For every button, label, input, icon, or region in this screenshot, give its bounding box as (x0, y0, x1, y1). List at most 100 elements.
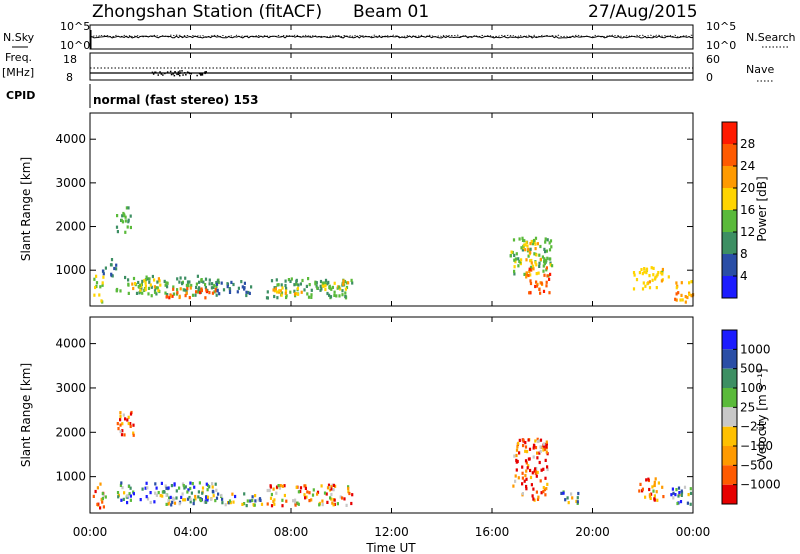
velocity-cell (121, 429, 124, 433)
power-cell (657, 271, 660, 275)
power-cell (527, 254, 530, 258)
power-cell (279, 289, 282, 293)
power-cell (110, 272, 113, 276)
power-cell (539, 257, 542, 261)
power-cell (331, 285, 334, 289)
power-cell (640, 268, 643, 272)
velocity-cell (122, 497, 125, 501)
power-cell (280, 293, 283, 297)
power-cell (215, 285, 218, 289)
velocity-cell (535, 470, 538, 474)
power-cell (208, 282, 211, 286)
cpid-label: CPID (6, 89, 35, 102)
velocity-cell (281, 504, 284, 508)
power-cell (109, 263, 113, 267)
power-cell (517, 264, 520, 268)
power-cell (226, 282, 229, 286)
power-cell (293, 283, 296, 287)
velocity-cell (674, 493, 677, 497)
power-ylabel: Slant Range [km] (19, 157, 33, 261)
power-cell (115, 225, 119, 229)
noise-right-tick-bottom: 10^0 (706, 39, 736, 52)
velocity-cell (575, 499, 578, 503)
velocity-cell (145, 495, 148, 499)
velocity-cell (515, 458, 518, 462)
velocity-cell (173, 497, 176, 501)
power-cell (211, 291, 214, 295)
freq-dip-point (177, 71, 180, 73)
power-cell (274, 287, 277, 291)
velocity-cell (535, 490, 538, 494)
velocity-colorbar-tick-label: −500 (740, 458, 773, 472)
velocity-cell (566, 496, 569, 500)
velocity-cell (119, 414, 122, 418)
velocity-cell (539, 445, 542, 449)
power-cell (171, 294, 174, 298)
velocity-cell (316, 490, 320, 494)
velocity-cell (129, 486, 132, 490)
velocity-cell (178, 502, 181, 506)
power-cell (321, 283, 324, 287)
colorbar-segment (722, 330, 737, 350)
power-cell (284, 283, 287, 288)
velocity-cell (269, 496, 273, 500)
power-cell (545, 284, 548, 288)
power-cell (129, 214, 132, 218)
velocity-cell (254, 499, 257, 503)
velocity-cell (173, 501, 177, 505)
power-cell (518, 237, 521, 241)
velocity-cell (533, 469, 536, 473)
velocity-cell (333, 498, 336, 502)
velocity-cell (206, 495, 210, 499)
power-cell (222, 288, 226, 292)
velocity-cell (677, 494, 680, 498)
velocity-cell (96, 486, 99, 490)
power-cell (153, 285, 156, 289)
power-cell (245, 290, 248, 294)
freq-trace (90, 67, 693, 77)
power-cell (342, 279, 345, 283)
freq-dip-point (188, 72, 191, 75)
power-cell (310, 293, 313, 297)
velocity-cell (564, 498, 567, 502)
velocity-cell (121, 486, 124, 490)
velocity-cell (241, 502, 244, 506)
freq-dip-point (179, 70, 181, 72)
power-cell (243, 287, 246, 291)
power-cell (545, 266, 548, 270)
power-cell (681, 298, 684, 302)
power-cell (212, 285, 215, 289)
power-cell (176, 291, 179, 295)
power-cell (247, 290, 250, 295)
velocity-cell (101, 491, 104, 496)
velocity-cell (521, 471, 524, 475)
velocity-cell (269, 484, 272, 488)
freq-dip-point (200, 73, 202, 75)
velocity-cell (543, 488, 546, 492)
velocity-cell (283, 484, 286, 488)
power-cell (115, 289, 118, 293)
power-cell (181, 282, 184, 286)
velocity-cell (320, 484, 323, 488)
velocity-cell (192, 498, 196, 502)
velocity-cell (515, 468, 518, 472)
velocity-cell (652, 489, 655, 493)
velocity-cell (101, 500, 104, 504)
velocity-cell (279, 484, 282, 488)
noise-search-line (90, 34, 694, 38)
power-cell (648, 274, 651, 278)
power-cell (196, 274, 199, 278)
velocity-cell (189, 497, 192, 501)
colorbar-segment (722, 446, 737, 466)
velocity-cell (205, 496, 208, 500)
power-cell (132, 286, 135, 291)
power-cell (521, 236, 524, 240)
velocity-cell (122, 413, 125, 417)
velocity-cell (527, 464, 530, 468)
power-cell (218, 292, 221, 296)
y-tick-label: 4000 (55, 337, 86, 351)
power-cell (284, 279, 287, 283)
power-cell (529, 250, 532, 255)
power-cell (145, 275, 148, 279)
power-cell (265, 296, 269, 300)
